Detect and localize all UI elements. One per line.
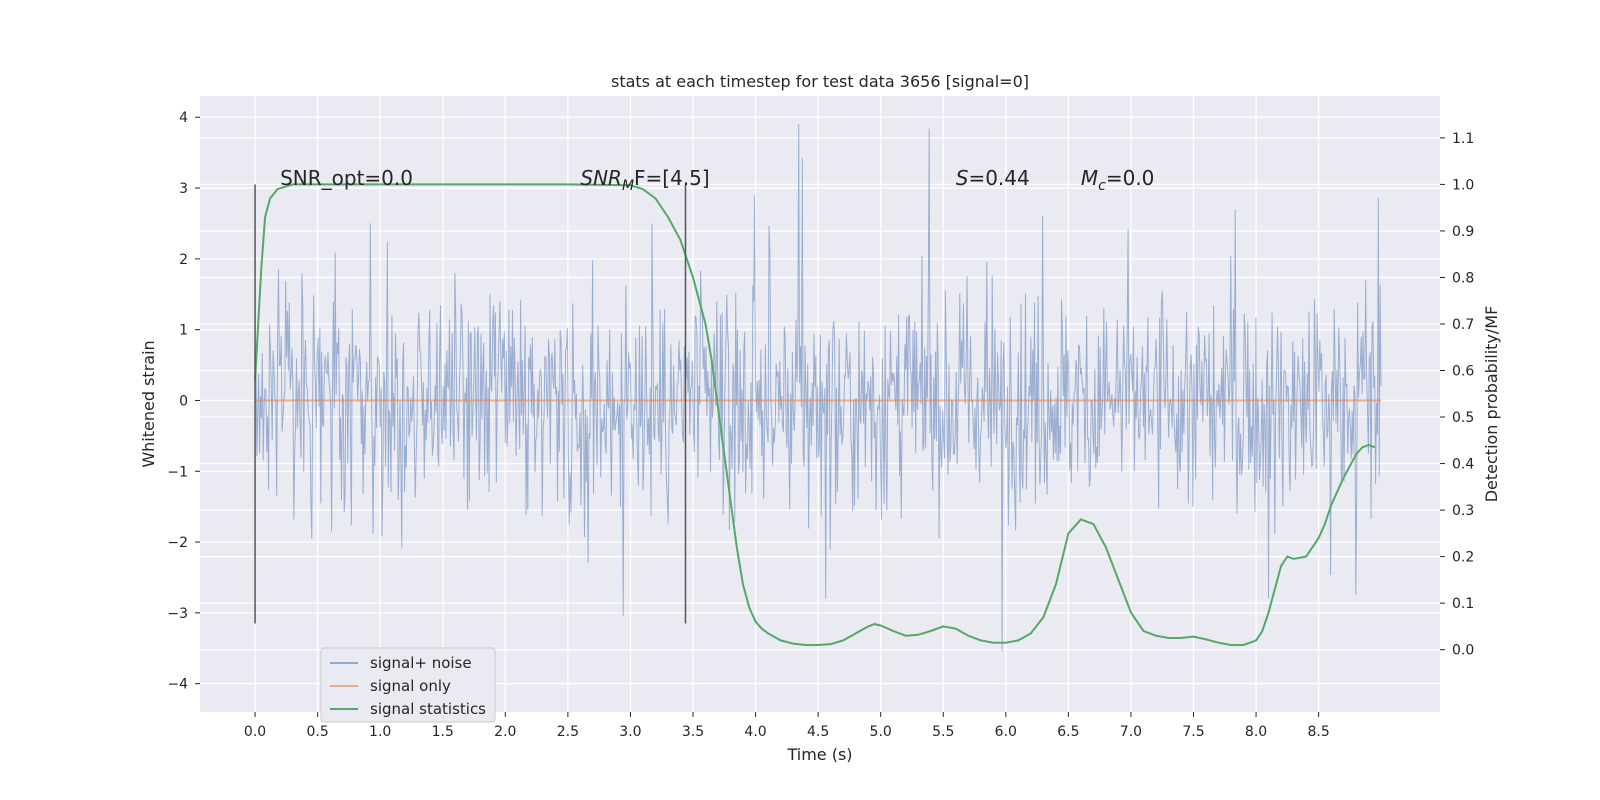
x-tick-label: 0.5 — [306, 724, 328, 740]
y-tick-label: −3 — [167, 606, 188, 622]
y-axis-label: Whitened strain — [139, 340, 158, 467]
x-axis-label: Time (s) — [786, 745, 852, 764]
x-tick-label: 5.5 — [932, 724, 954, 740]
y-tick-label: −4 — [167, 677, 188, 693]
y2-tick-label: 0.9 — [1452, 224, 1474, 240]
y2-tick-label: 0.7 — [1452, 317, 1474, 333]
annotation: SNRMF=[4.5] — [580, 166, 709, 194]
line-series — [254, 183, 1382, 646]
noise-trace — [254, 124, 1382, 652]
y-tick-label: 4 — [179, 110, 188, 126]
y2-tick-label: 1.1 — [1452, 131, 1474, 147]
y2-tick-label: 0.4 — [1452, 457, 1474, 473]
annotations: SNR_opt=0.0 SNRMF=[4.5] S=0.44 Mc=0.0 — [280, 166, 1154, 194]
y2-tick-label: 0.0 — [1452, 643, 1474, 659]
x-tick-label: 2.0 — [494, 724, 516, 740]
x-tick-label: 5.0 — [870, 724, 892, 740]
y2-tick-label: 1.0 — [1452, 177, 1474, 193]
x-tick-label: 3.5 — [682, 724, 704, 740]
x-tick-label: 8.0 — [1245, 724, 1267, 740]
x-tick-label: 7.0 — [1120, 724, 1142, 740]
x-tick-label: 1.0 — [369, 724, 391, 740]
x-tick-label: 6.0 — [995, 724, 1017, 740]
y-tick-label: −2 — [167, 535, 188, 551]
y2-tick-label: 0.6 — [1452, 364, 1474, 380]
y2-tick-label: 0.8 — [1452, 270, 1474, 286]
chart-title: stats at each timestep for test data 365… — [611, 72, 1029, 91]
legend-label-noise: signal+ noise — [370, 654, 472, 672]
x-tick-label: 1.5 — [432, 724, 454, 740]
y-ticks: −4 −3 −2 −1 0 1 2 3 4 — [167, 110, 200, 693]
y-tick-label: 1 — [179, 323, 188, 339]
y2-tick-label: 0.2 — [1452, 550, 1474, 566]
x-tick-label: 3.0 — [619, 724, 641, 740]
y2-tick-label: 0.1 — [1452, 596, 1474, 612]
legend-label-stats: signal statistics — [370, 700, 486, 718]
signal-statistics-line — [254, 183, 1376, 646]
y2-tick-label: 0.5 — [1452, 410, 1474, 426]
x-tick-label: 8.5 — [1307, 724, 1329, 740]
y-tick-label: 3 — [179, 181, 188, 197]
annotation: SNR_opt=0.0 — [280, 166, 413, 190]
y-tick-label: 2 — [179, 252, 188, 268]
y-tick-label: −1 — [167, 464, 188, 480]
legend: signal+ noise signal only signal statist… — [320, 647, 496, 723]
y2-tick-label: 0.3 — [1452, 503, 1474, 519]
x-ticks: 0.0 0.5 1.0 1.5 2.0 2.5 3.0 3.5 4.0 4.5 5.0 5.5 6.0 6… — [244, 712, 1330, 740]
annotation: Mc=0.0 — [1081, 166, 1155, 194]
y2-axis-label: Detection probability/MF — [1482, 306, 1501, 503]
y-tick-label: 0 — [179, 393, 188, 409]
x-tick-label: 6.5 — [1057, 724, 1079, 740]
annotation: S=0.44 — [956, 166, 1030, 190]
x-tick-label: 4.0 — [744, 724, 766, 740]
x-tick-label: 2.5 — [557, 724, 579, 740]
x-tick-label: 0.0 — [244, 724, 266, 740]
legend-label-signal: signal only — [370, 677, 451, 695]
x-tick-label: 7.5 — [1182, 724, 1204, 740]
y2-ticks: 0.0 0.1 0.2 0.3 0.4 0.5 0.6 0.7 0.8 0.9 1.0 1.1 — [1440, 131, 1474, 659]
marker-lines — [254, 184, 687, 624]
x-tick-label: 4.5 — [807, 724, 829, 740]
legend-box — [320, 647, 496, 723]
noise-series — [254, 124, 1382, 652]
